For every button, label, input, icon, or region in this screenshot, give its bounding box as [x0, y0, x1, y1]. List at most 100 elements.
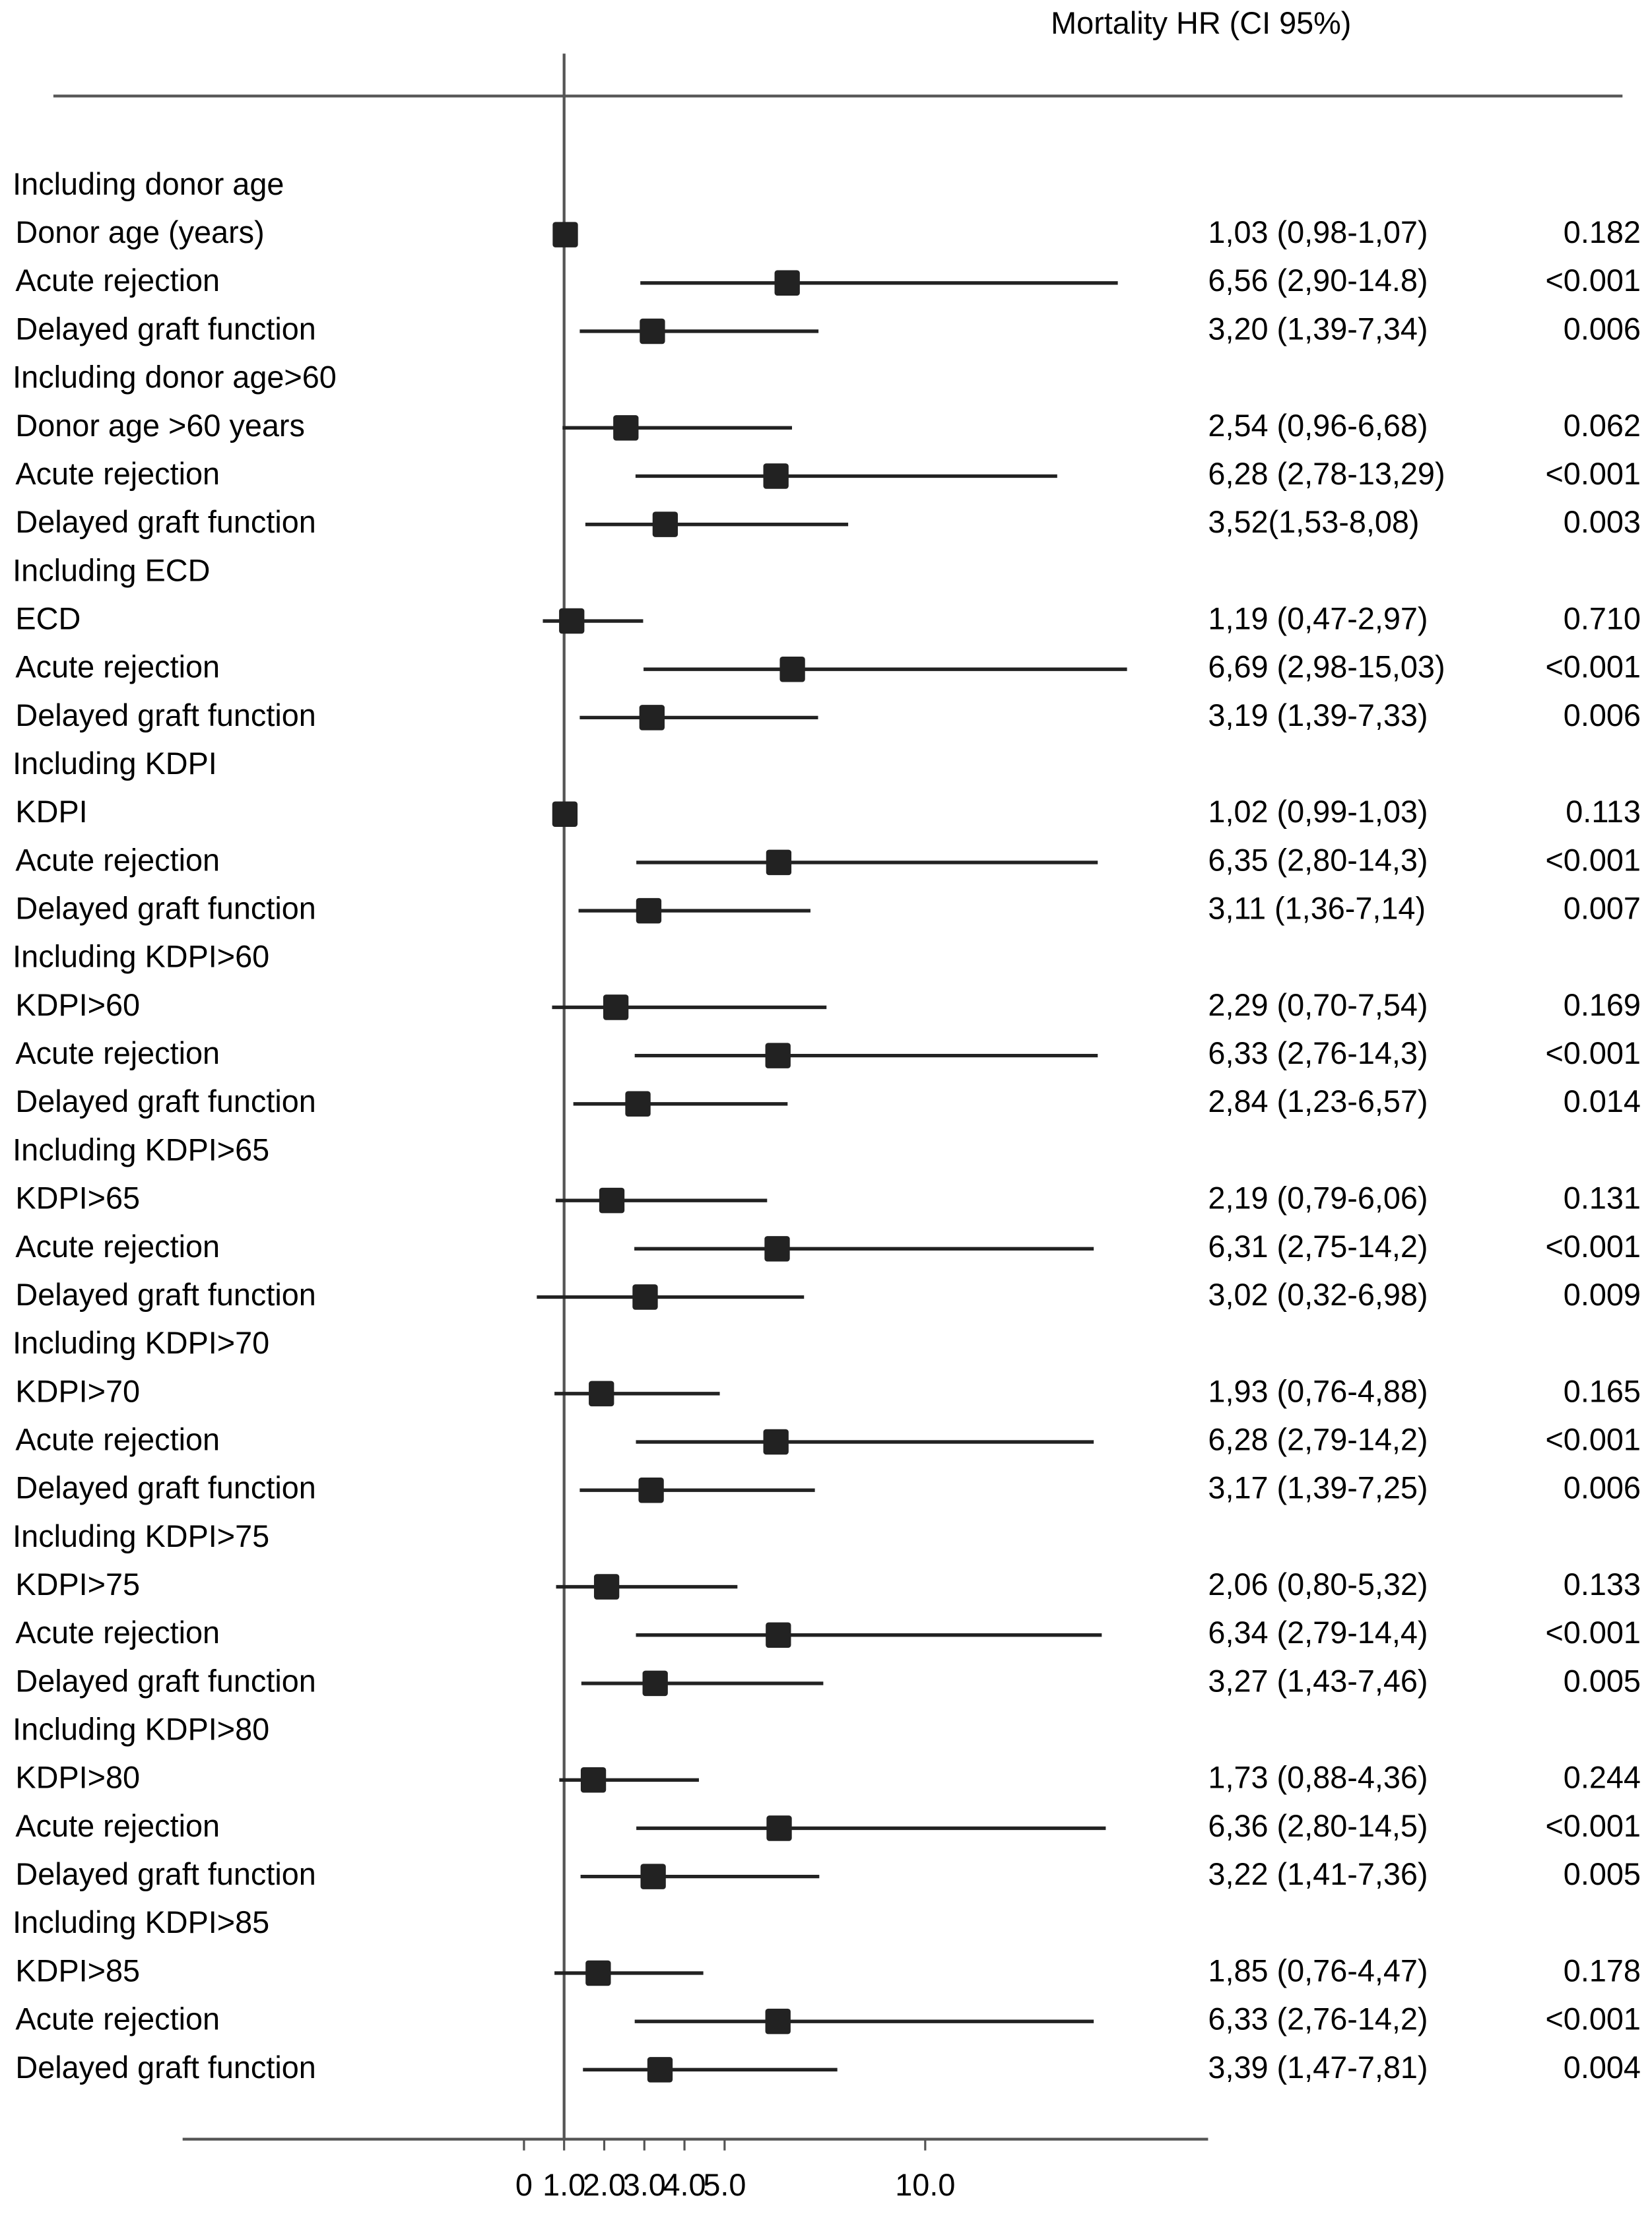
row-label: Delayed graft function: [15, 1857, 315, 1891]
x-tick-label: 5.0: [703, 2168, 746, 2202]
hr-label: 3,17 (1,39-7,25): [1208, 1471, 1428, 1505]
hr-label: 3,27 (1,43-7,46): [1208, 1664, 1428, 1698]
hr-label: 1,19 (0,47-2,97): [1208, 601, 1428, 635]
group-title: Including KDPI>85: [13, 1905, 269, 1939]
row-label: ECD: [15, 601, 81, 635]
hr-label: 6,56 (2,90-14.8): [1208, 263, 1428, 298]
p-value: 0.244: [1564, 1761, 1641, 1795]
row-label: Acute rejection: [15, 1809, 220, 1843]
hr-label: 6,28 (2,79-14,2): [1208, 1422, 1428, 1456]
p-value: 0.113: [1566, 795, 1641, 829]
hr-label: 1,85 (0,76-4,47): [1208, 1953, 1428, 1988]
group-title: Including KDPI>80: [13, 1712, 269, 1746]
hr-marker: [765, 1043, 791, 1068]
hr-label: 6,33 (2,76-14,2): [1208, 2002, 1428, 2036]
row-label: Acute rejection: [15, 1422, 220, 1456]
hr-label: 2,54 (0,96-6,68): [1208, 408, 1428, 443]
p-value: 0.005: [1564, 1664, 1641, 1698]
p-value: <0.001: [1545, 1422, 1640, 1456]
p-value: 0.062: [1564, 408, 1641, 443]
hr-label: 1,03 (0,98-1,07): [1208, 215, 1428, 249]
hr-marker: [766, 1622, 791, 1648]
hr-marker: [764, 1236, 790, 1262]
hr-label: 3,11 (1,36-7,14): [1208, 891, 1426, 925]
p-value: <0.001: [1545, 1036, 1640, 1070]
p-value: 0.006: [1564, 311, 1641, 346]
hr-label: 6,33 (2,76-14,3): [1208, 1036, 1428, 1070]
p-value: 0.710: [1564, 601, 1641, 635]
p-value: 0.005: [1564, 1857, 1641, 1891]
hr-label: 1,93 (0,76-4,88): [1208, 1374, 1428, 1408]
x-tick-label: 0: [515, 2168, 533, 2202]
hr-label: 3,52(1,53-8,08): [1208, 505, 1419, 539]
row-label: Donor age (years): [15, 215, 264, 249]
p-value: 0.131: [1564, 1181, 1641, 1215]
row-label: KDPI: [15, 795, 87, 829]
hr-marker: [636, 897, 662, 924]
hr-label: 2,19 (0,79-6,06): [1208, 1181, 1428, 1215]
hr-marker: [599, 1187, 625, 1214]
p-value: <0.001: [1545, 843, 1640, 877]
p-value: <0.001: [1545, 263, 1640, 298]
row-label: KDPI>85: [15, 1953, 140, 1988]
row-label: Acute rejection: [15, 457, 220, 491]
hr-marker: [638, 1477, 664, 1503]
p-value: 0.178: [1564, 1953, 1641, 1988]
row-label: Delayed graft function: [15, 1471, 315, 1505]
hr-label: 3,19 (1,39-7,33): [1208, 698, 1428, 733]
x-tick-label: 4.0: [663, 2168, 706, 2202]
x-tick-label: 2.0: [583, 2168, 626, 2202]
hr-marker: [763, 1429, 789, 1455]
hr-marker: [640, 1864, 666, 1889]
row-label: Acute rejection: [15, 1036, 220, 1070]
row-label: KDPI>60: [15, 988, 140, 1022]
row-label: Acute rejection: [15, 1229, 220, 1264]
group-title: Including KDPI: [13, 746, 217, 781]
hr-label: 6,36 (2,80-14,5): [1208, 1809, 1428, 1843]
hr-label: 1,02 (0,99-1,03): [1208, 795, 1428, 829]
hr-marker: [766, 849, 792, 876]
row-label: KDPI>75: [15, 1567, 140, 1602]
hr-marker: [640, 318, 665, 344]
row-label: Acute rejection: [15, 1615, 220, 1650]
hr-marker: [613, 415, 639, 441]
hr-marker: [559, 608, 585, 634]
hr-marker: [639, 705, 665, 731]
hr-marker: [593, 1574, 620, 1600]
p-value: 0.014: [1564, 1084, 1641, 1119]
p-value: 0.007: [1564, 891, 1641, 925]
hr-label: 3,39 (1,47-7,81): [1208, 2050, 1428, 2085]
p-value: <0.001: [1545, 650, 1640, 684]
p-value: <0.001: [1545, 1229, 1640, 1264]
x-tick-label: 1.0: [543, 2168, 585, 2202]
row-label: Delayed graft function: [15, 891, 315, 925]
hr-marker: [552, 801, 578, 827]
hr-label: 2,84 (1,23-6,57): [1208, 1084, 1428, 1119]
hr-marker: [652, 511, 678, 537]
p-value: 0.133: [1564, 1567, 1641, 1602]
hr-marker: [589, 1381, 614, 1407]
row-label: Delayed graft function: [15, 2050, 315, 2085]
hr-label: 6,35 (2,80-14,3): [1208, 843, 1428, 877]
row-label: Delayed graft function: [15, 1278, 315, 1312]
hr-label: 1,73 (0,88-4,36): [1208, 1761, 1428, 1795]
x-tick-label: 3.0: [623, 2168, 666, 2202]
hr-label: 3,22 (1,41-7,36): [1208, 1857, 1428, 1891]
row-label: Delayed graft function: [15, 311, 315, 346]
hr-marker: [580, 1767, 607, 1793]
group-title: Including KDPI>65: [13, 1132, 269, 1167]
group-title: Including ECD: [13, 553, 210, 587]
p-value: <0.001: [1545, 1809, 1640, 1843]
hr-marker: [766, 1815, 792, 1841]
hr-label: 3,02 (0,32-6,98): [1208, 1278, 1428, 1312]
p-value: <0.001: [1545, 2002, 1640, 2036]
row-label: Acute rejection: [15, 843, 220, 877]
p-value: 0.165: [1564, 1374, 1641, 1408]
hr-label: 6,28 (2,78-13,29): [1208, 457, 1445, 491]
row-label: KDPI>65: [15, 1181, 140, 1215]
hr-marker: [763, 463, 789, 489]
chart-title: Mortality HR (CI 95%): [1051, 6, 1351, 40]
hr-marker: [625, 1091, 651, 1117]
group-title: Including donor age>60: [13, 360, 337, 394]
